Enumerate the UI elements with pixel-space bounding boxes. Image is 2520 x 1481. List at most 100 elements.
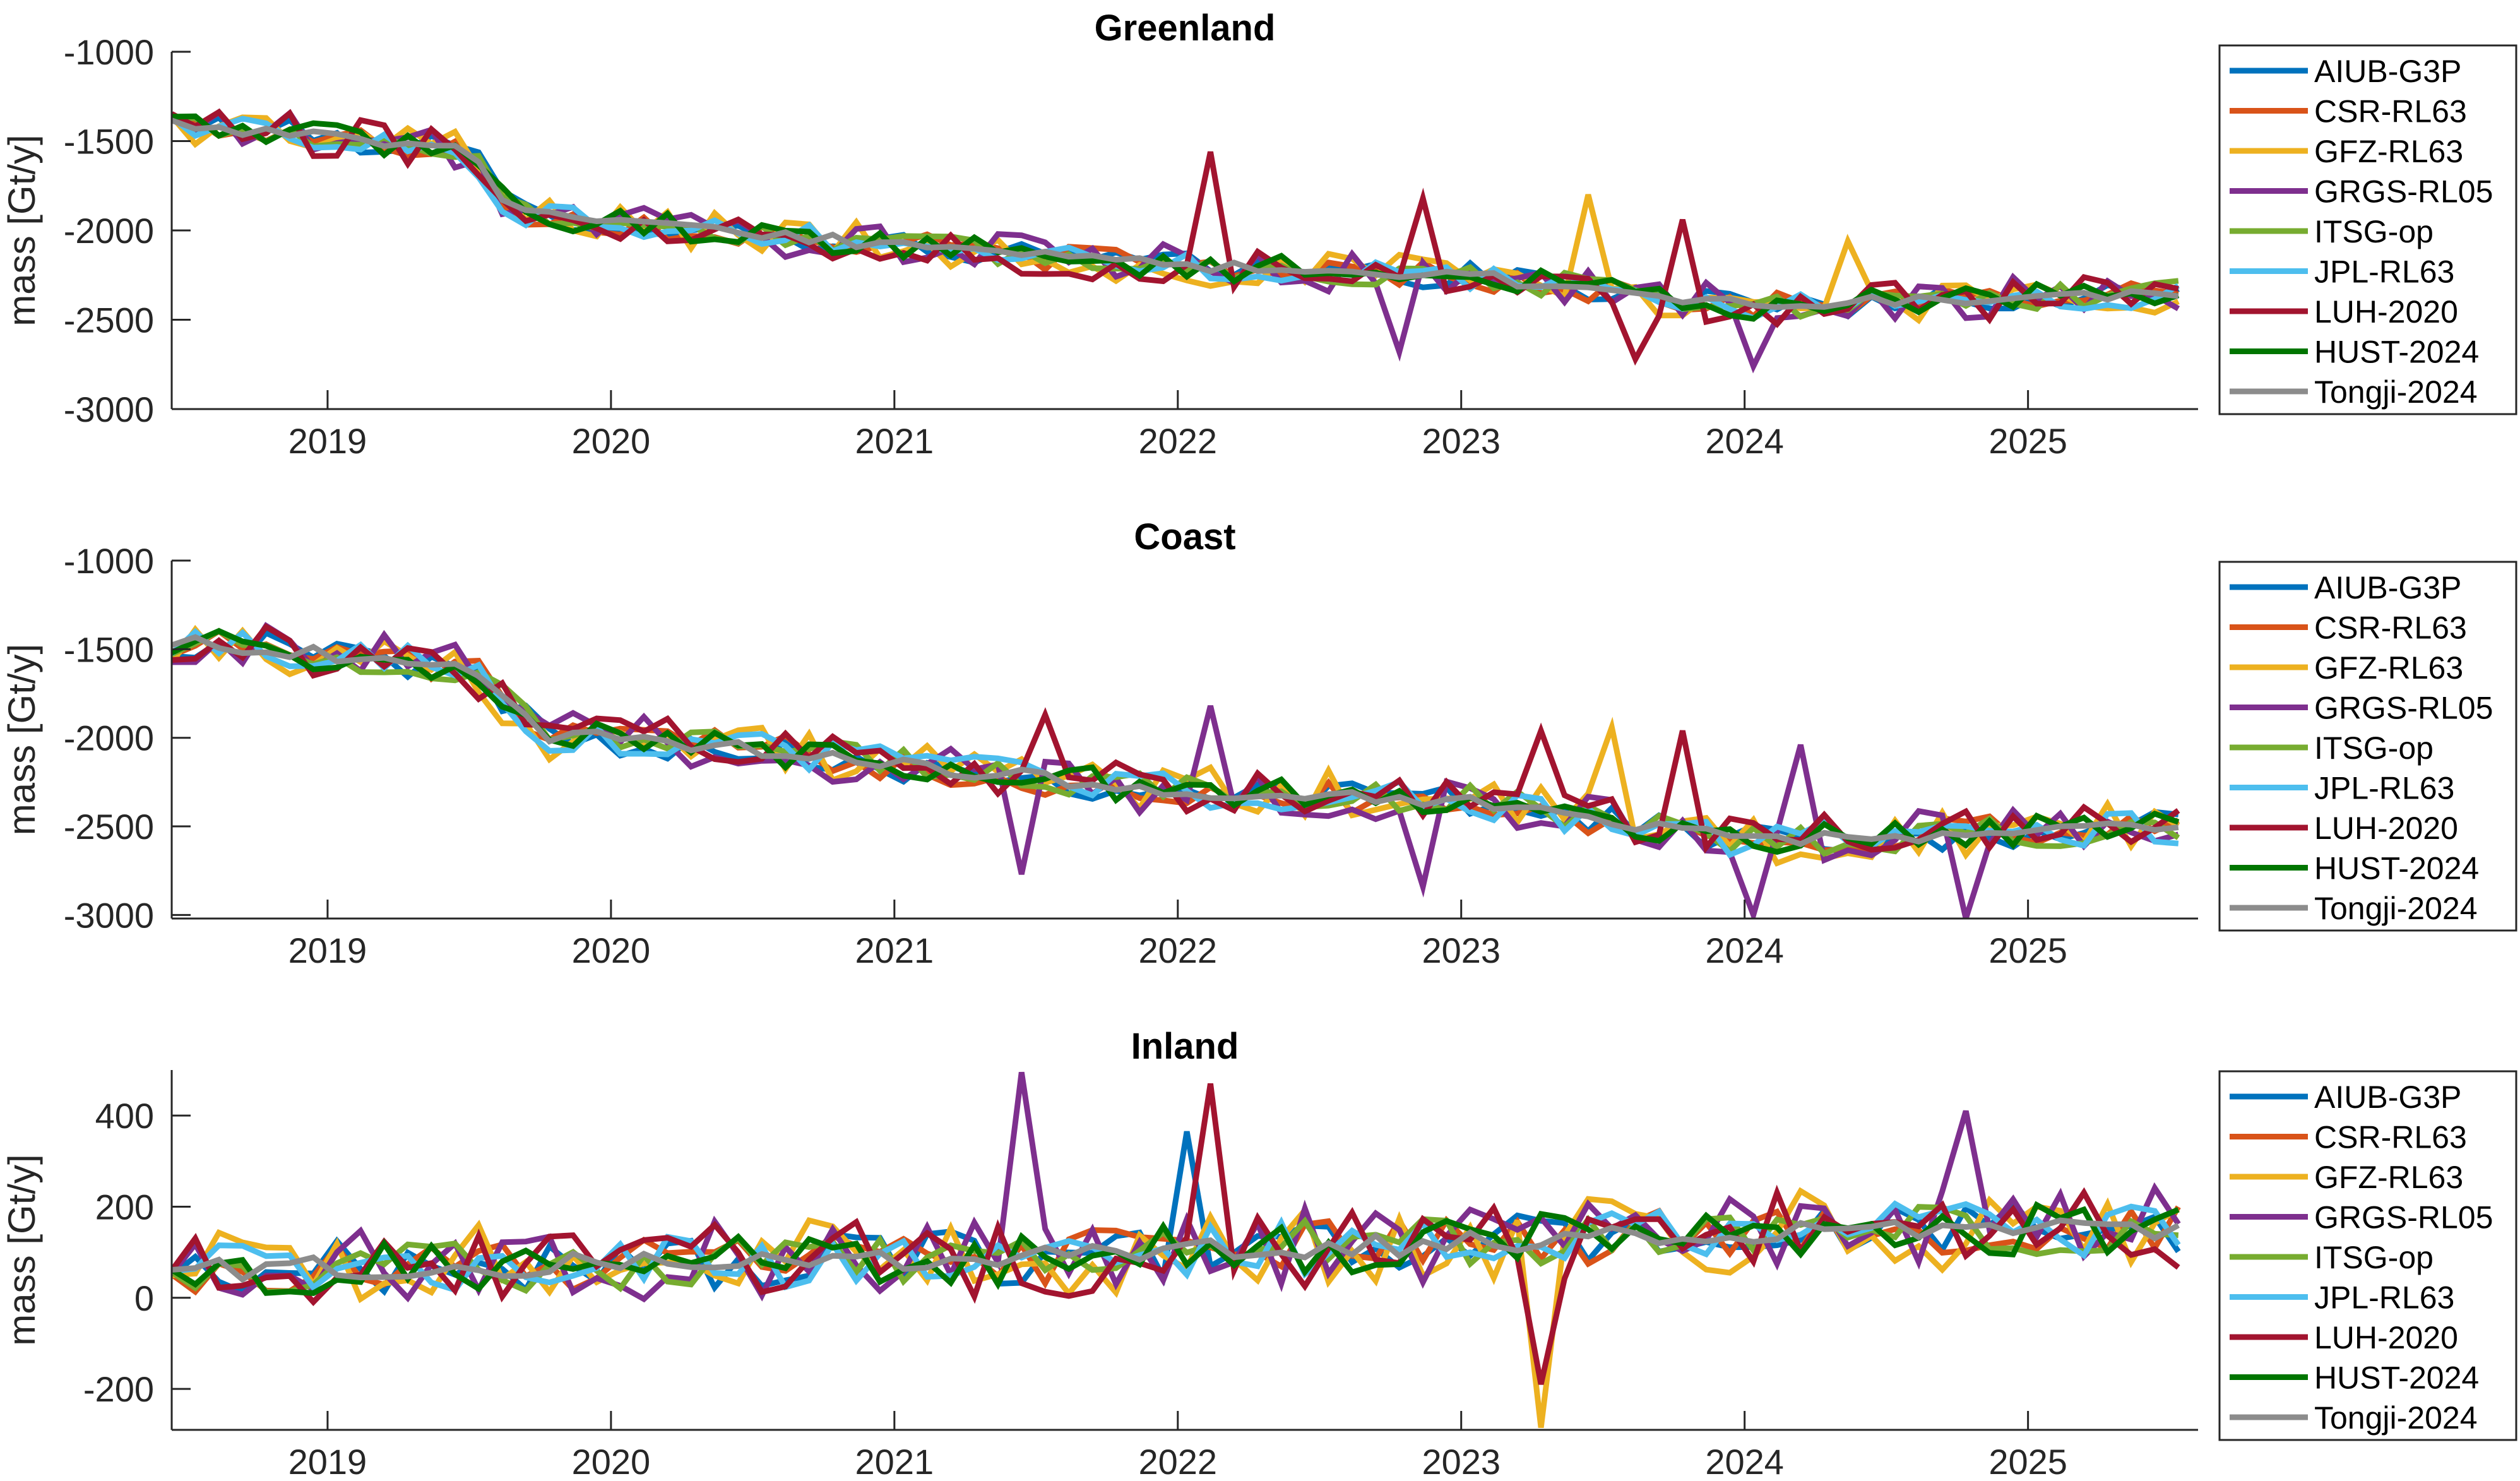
legend-item[interactable]: HUST-2024: [2230, 335, 2479, 370]
legend-item[interactable]: AIUB-G3P: [2230, 570, 2461, 605]
legend-label: JPL-RL63: [2314, 771, 2454, 806]
panel-title: Coast: [1134, 516, 1235, 557]
legend-item[interactable]: LUH-2020: [2230, 294, 2458, 330]
y-tick-label: -1500: [64, 122, 154, 162]
legend-item[interactable]: HUST-2024: [2230, 1360, 2479, 1396]
legend-item[interactable]: LUH-2020: [2230, 1320, 2458, 1355]
x-tick-label: 2021: [855, 421, 934, 461]
legend-item[interactable]: CSR-RL63: [2230, 1120, 2467, 1155]
legend-item[interactable]: Tongji-2024: [2230, 891, 2478, 926]
legend-label: HUST-2024: [2314, 335, 2479, 370]
series-line-hust-2024: [172, 627, 2180, 855]
legend-label: AIUB-G3P: [2314, 1080, 2461, 1115]
legend-item[interactable]: LUH-2020: [2230, 811, 2458, 846]
panel-title: Greenland: [1095, 8, 1276, 49]
legend-item[interactable]: CSR-RL63: [2230, 610, 2467, 646]
y-axis-label: mass [Gt/y]: [1, 1154, 43, 1345]
legend-label: AIUB-G3P: [2314, 54, 2461, 89]
legend-item[interactable]: ITSG-op: [2230, 214, 2434, 249]
legend-item[interactable]: JPL-RL63: [2230, 771, 2454, 806]
y-tick-label: -2000: [64, 211, 154, 251]
legend: AIUB-G3P CSR-RL63 GFZ-RL63 GRGS-RL05 ITSG-op…: [2218, 561, 2517, 932]
y-tick-label: -2500: [64, 300, 154, 340]
x-tick-label: 2024: [1705, 931, 1784, 970]
x-tick-label: 2019: [288, 421, 367, 461]
x-tick-label: 2020: [572, 931, 651, 970]
legend-label: HUST-2024: [2314, 1360, 2479, 1396]
x-tick-label: 2025: [1988, 421, 2067, 461]
x-tick-label: 2023: [1422, 421, 1501, 461]
series-line-csr-rl63: [172, 627, 2180, 854]
x-tick-label: 2024: [1705, 1442, 1784, 1481]
legend-label: GFZ-RL63: [2314, 650, 2463, 686]
series-line-tongji-2024: [172, 1217, 2180, 1283]
y-tick-label: 200: [95, 1187, 154, 1227]
legend-label: ITSG-op: [2314, 1240, 2434, 1275]
legend-item[interactable]: JPL-RL63: [2230, 254, 2454, 290]
legend-label: Tongji-2024: [2314, 1400, 2478, 1436]
legend-label: JPL-RL63: [2314, 254, 2454, 290]
x-tick-label: 2023: [1422, 931, 1501, 970]
x-tick-label: 2022: [1138, 1442, 1217, 1481]
legend-label: LUH-2020: [2314, 294, 2458, 330]
series-line-tongji-2024: [172, 634, 2179, 847]
legend-item[interactable]: GRGS-RL05: [2230, 691, 2493, 726]
legend-item[interactable]: Tongji-2024: [2230, 1400, 2478, 1436]
series-line-hust-2024: [172, 113, 2180, 322]
series-lines: [172, 1071, 2181, 1428]
x-tick-label: 2025: [1988, 1442, 2067, 1481]
y-tick-label: -200: [83, 1369, 154, 1409]
x-tick-label: 2024: [1705, 421, 1784, 461]
legend-item[interactable]: GFZ-RL63: [2230, 650, 2463, 686]
y-tick-label: 400: [95, 1096, 154, 1136]
legend-item[interactable]: JPL-RL63: [2230, 1280, 2454, 1316]
legend-item[interactable]: GFZ-RL63: [2230, 134, 2463, 169]
x-tick-label: 2019: [288, 1442, 367, 1481]
legend-label: Tongji-2024: [2314, 891, 2478, 926]
legend-item[interactable]: AIUB-G3P: [2230, 1080, 2461, 1115]
legend-item[interactable]: HUST-2024: [2230, 851, 2479, 886]
legend-label: HUST-2024: [2314, 851, 2479, 886]
legend-label: GFZ-RL63: [2314, 1160, 2463, 1195]
legend-label: GFZ-RL63: [2314, 134, 2463, 169]
y-tick-label: -2500: [64, 807, 154, 847]
panel-inland: Inland -200 0 200 400 2019 2020 2021 2022 2023 202…: [1, 1026, 2517, 1481]
x-tick-label: 2019: [288, 931, 367, 970]
legend-label: ITSG-op: [2314, 730, 2434, 766]
legend-label: CSR-RL63: [2314, 94, 2467, 129]
y-tick-label: 0: [134, 1278, 154, 1318]
legend-item[interactable]: GRGS-RL05: [2230, 174, 2493, 210]
legend-item[interactable]: AIUB-G3P: [2230, 54, 2461, 89]
legend-label: ITSG-op: [2314, 214, 2434, 249]
x-tick-label: 2020: [572, 1442, 651, 1481]
legend-label: GRGS-RL05: [2314, 691, 2493, 726]
legend-item[interactable]: GFZ-RL63: [2230, 1160, 2463, 1195]
legend-item[interactable]: CSR-RL63: [2230, 94, 2467, 129]
legend-label: Tongji-2024: [2314, 374, 2478, 410]
legend-label: GRGS-RL05: [2314, 174, 2493, 210]
x-tick-label: 2021: [855, 1442, 934, 1481]
panel-title: Inland: [1131, 1026, 1239, 1067]
legend-item[interactable]: GRGS-RL05: [2230, 1200, 2493, 1235]
legend: AIUB-G3P CSR-RL63 GFZ-RL63 GRGS-RL05 ITSG-op…: [2218, 1070, 2517, 1441]
y-tick-label: -3000: [64, 895, 154, 935]
y-tick-label: -1500: [64, 629, 154, 669]
y-tick-label: -1000: [64, 541, 154, 581]
x-tick-label: 2020: [572, 421, 651, 461]
x-tick-label: 2023: [1422, 1442, 1501, 1481]
x-tick-label: 2022: [1138, 931, 1217, 970]
legend-label: CSR-RL63: [2314, 1120, 2467, 1155]
legend-label: LUH-2020: [2314, 1320, 2458, 1355]
legend-item[interactable]: ITSG-op: [2230, 1240, 2434, 1275]
legend-label: GRGS-RL05: [2314, 1200, 2493, 1235]
legend-label: JPL-RL63: [2314, 1280, 2454, 1316]
panel-coast: Coast -3000 -2500 -2000 -1500 -1000 2019 2020 20…: [1, 516, 2517, 970]
y-tick-label: -3000: [64, 390, 154, 429]
panel-greenland: Greenland -3000 -2500 -2000 -1500 -1000 2019 20…: [1, 8, 2517, 461]
y-tick-label: -2000: [64, 718, 154, 758]
series-line-itsg-op: [172, 627, 2180, 857]
legend-item[interactable]: ITSG-op: [2230, 730, 2434, 766]
x-tick-label: 2022: [1138, 421, 1217, 461]
legend-item[interactable]: Tongji-2024: [2230, 374, 2478, 410]
